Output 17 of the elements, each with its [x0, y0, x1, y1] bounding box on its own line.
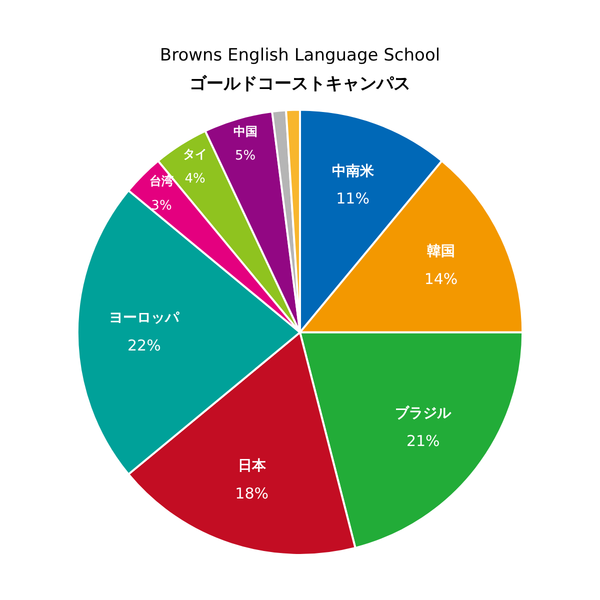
slice-label: 日本: [238, 458, 267, 474]
slice-label: 韓国: [426, 244, 455, 260]
slice-label: 中南米: [332, 163, 375, 180]
slice-label: タイ: [183, 147, 208, 162]
data-label: 5%: [235, 148, 256, 164]
data-label: 11%: [336, 190, 370, 208]
chart-subtitle: ゴールドコーストキャンパス: [190, 74, 410, 94]
slice-label: ヨーロッパ: [109, 310, 180, 326]
slice-label: ブラジル: [395, 404, 452, 422]
data-label: 21%: [406, 432, 440, 450]
data-label: 18%: [235, 484, 269, 502]
data-label: 3%: [151, 198, 172, 214]
data-label: 14%: [424, 270, 458, 288]
data-label: 4%: [184, 171, 206, 186]
slice-label: 中国: [233, 124, 258, 138]
data-label: 22%: [128, 336, 161, 354]
chart-title: Browns English Language School: [160, 46, 440, 66]
